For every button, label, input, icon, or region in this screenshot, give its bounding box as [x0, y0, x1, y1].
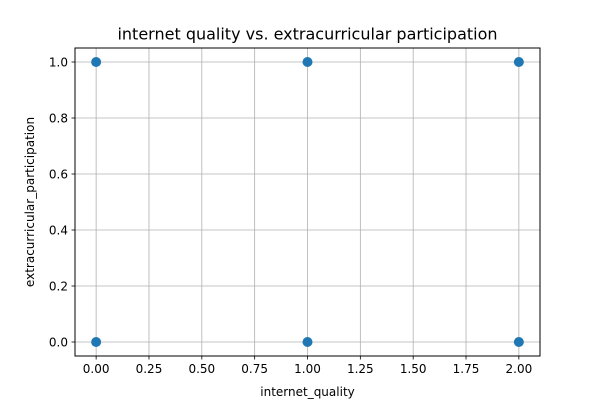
y-axis-title: extracurricular_participation: [23, 117, 37, 287]
y-tick-label: 1.0: [49, 56, 68, 70]
scatter-point: [91, 57, 102, 67]
scatter-point: [91, 337, 102, 347]
x-tick-label: 0.00: [83, 362, 110, 376]
x-tick-label: 1.50: [400, 362, 427, 376]
axis-ticks: 0.00 0.25 0.50 0.75 1.00 1.25 1.50 1.75 2.00 0.0 0…: [49, 56, 532, 377]
x-tick-label: 0.25: [136, 362, 163, 376]
scatter-point: [513, 57, 524, 67]
x-tick-label: 1.75: [453, 362, 480, 376]
y-tick-label: 0.4: [49, 224, 68, 238]
y-tick-label: 0.0: [49, 336, 68, 350]
scatter-point: [302, 57, 313, 67]
scatter-point: [302, 337, 313, 347]
y-tick-label: 0.2: [49, 280, 68, 294]
x-axis-title: internet_quality: [260, 385, 355, 399]
data-points: [91, 57, 524, 347]
scatter-point: [513, 337, 524, 347]
x-tick-label: 1.25: [347, 362, 374, 376]
y-tick-label: 0.6: [49, 168, 68, 182]
x-tick-label: 0.75: [241, 362, 268, 376]
chart-title: internet quality vs. extracurricular par…: [117, 25, 497, 44]
x-tick-label: 1.00: [294, 362, 321, 376]
grid-lines: [75, 48, 540, 356]
y-tick-label: 0.8: [49, 112, 68, 126]
x-tick-label: 2.00: [506, 362, 533, 376]
x-tick-label: 0.50: [188, 362, 215, 376]
